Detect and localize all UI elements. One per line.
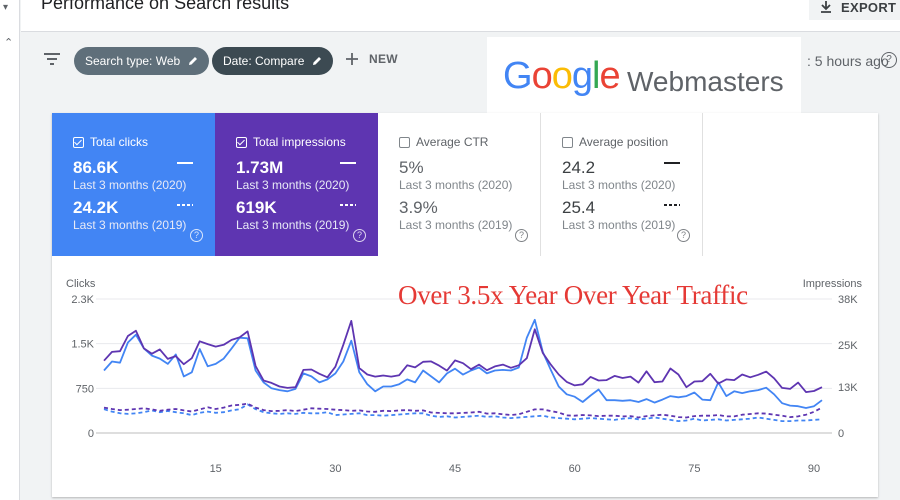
left-tick-label: 0 xyxy=(88,428,94,440)
right-tick-label: 25K xyxy=(838,340,858,352)
checkbox-checked-icon[interactable] xyxy=(236,136,247,148)
x-tick-label: 45 xyxy=(449,463,461,475)
export-button[interactable]: EXPORT xyxy=(809,0,900,20)
plus-icon xyxy=(346,53,358,65)
checkbox-unchecked-icon[interactable] xyxy=(562,136,573,148)
metric-value-current: 86.6K xyxy=(73,158,119,177)
series-line-impressions-2019 xyxy=(103,402,823,419)
help-icon[interactable]: ? xyxy=(515,229,528,242)
metric-period-previous: Last 3 months (2019) xyxy=(236,218,350,232)
legend-solid-line xyxy=(177,162,193,164)
performance-line-chart[interactable]: Clicks Impressions 2.3K 1.5K 750 0 38K 25K 13K 0 1… xyxy=(52,263,878,493)
help-icon[interactable]: ? xyxy=(881,52,897,68)
metric-value-previous: 619K xyxy=(236,198,277,217)
metric-tile-total-clicks[interactable]: Total clicks 86.6K Last 3 months (2020) … xyxy=(52,113,215,256)
metric-tile-total-impressions[interactable]: Total impressions 1.73M Last 3 months (2… xyxy=(215,113,378,256)
chevron-up-icon[interactable]: ⌃ xyxy=(4,37,14,49)
search-type-chip-label: Search type: Web xyxy=(85,54,181,68)
right-tick-label: 0 xyxy=(838,428,844,440)
legend-solid-line xyxy=(664,162,680,164)
checkbox-checked-icon[interactable] xyxy=(73,136,84,148)
metric-value-previous: 24.2K xyxy=(73,198,119,217)
pencil-icon xyxy=(313,57,322,65)
google-webmasters-logo: Google Webmasters xyxy=(487,37,801,113)
date-chip[interactable]: Date: Compare xyxy=(212,47,334,75)
google-wordmark: Google xyxy=(503,55,621,97)
left-axis-title: Clicks xyxy=(66,278,96,290)
right-tick-label: 38K xyxy=(838,294,858,306)
left-tick-label: 2.3K xyxy=(71,294,94,306)
metric-value-previous: 3.9% xyxy=(399,198,438,217)
metric-label: Total clicks xyxy=(90,135,149,149)
filter-bar: Search type: Web Date: Compare NEW : 5 h… xyxy=(21,33,900,89)
metric-period-current: Last 3 months (2020) xyxy=(399,178,513,192)
metric-label: Total impressions xyxy=(253,135,346,149)
search-type-chip[interactable]: Search type: Web xyxy=(74,47,210,75)
series-line-clicks-2019 xyxy=(103,403,823,423)
date-chip-label: Date: Compare xyxy=(223,54,305,68)
page-header: Performance on Search results EXPORT xyxy=(21,0,900,32)
metric-period-previous: Last 3 months (2019) xyxy=(399,218,513,232)
last-updated-text: : 5 hours ago xyxy=(807,53,889,69)
metric-value-previous: 25.4 xyxy=(562,198,596,217)
metric-period-current: Last 3 months (2020) xyxy=(236,178,350,192)
metric-tile-average-position[interactable]: Average position 24.2 Last 3 months (202… xyxy=(541,113,703,256)
x-tick-label: 75 xyxy=(688,463,700,475)
new-filter-label: NEW xyxy=(369,52,398,66)
right-tick-label: 13K xyxy=(838,382,858,394)
left-tick-label: 750 xyxy=(76,383,94,395)
performance-card: Total clicks 86.6K Last 3 months (2020) … xyxy=(52,113,878,497)
series-line-clicks-2020 xyxy=(103,318,823,409)
x-tick-label: 30 xyxy=(329,463,341,475)
metric-value-current: 24.2 xyxy=(562,158,596,177)
pencil-icon xyxy=(189,57,198,65)
legend-dashed-line xyxy=(664,204,680,206)
traffic-annotation: Over 3.5x Year Over Year Traffic xyxy=(398,280,748,310)
x-tick-label: 60 xyxy=(569,463,581,475)
metric-value-current: 5% xyxy=(399,158,424,177)
legend-dashed-line xyxy=(177,204,193,206)
metric-label: Average CTR xyxy=(416,135,489,149)
legend-dashed-line xyxy=(340,204,356,206)
webmasters-wordmark: Webmasters xyxy=(627,66,784,97)
metric-period-current: Last 3 months (2020) xyxy=(73,178,187,192)
help-icon[interactable]: ? xyxy=(190,229,203,242)
checkbox-unchecked-icon[interactable] xyxy=(399,136,410,148)
download-icon xyxy=(821,1,831,13)
x-tick-label: 90 xyxy=(808,463,820,475)
left-navigation-rail: ▾ ⌃ xyxy=(0,0,20,500)
help-icon[interactable]: ? xyxy=(677,229,690,242)
left-tick-label: 1.5K xyxy=(71,339,94,351)
series-line-impressions-2020 xyxy=(103,320,823,394)
chevron-down-icon[interactable]: ▾ xyxy=(3,2,9,13)
x-tick-label: 15 xyxy=(210,463,222,475)
help-icon[interactable]: ? xyxy=(353,229,366,242)
metric-label: Average position xyxy=(579,135,669,149)
metric-tile-average-ctr[interactable]: Average CTR 5% Last 3 months (2020) 3.9%… xyxy=(378,113,541,256)
legend-solid-line xyxy=(340,162,356,164)
page-title: Performance on Search results xyxy=(41,0,290,13)
right-axis-title: Impressions xyxy=(803,278,863,290)
metric-period-previous: Last 3 months (2019) xyxy=(562,218,676,232)
filter-icon[interactable] xyxy=(43,52,61,66)
new-filter-button[interactable]: NEW xyxy=(345,52,398,66)
metric-period-current: Last 3 months (2020) xyxy=(562,178,676,192)
metric-value-current: 1.73M xyxy=(236,158,284,177)
export-label: EXPORT xyxy=(841,0,897,15)
metric-period-previous: Last 3 months (2019) xyxy=(73,218,187,232)
